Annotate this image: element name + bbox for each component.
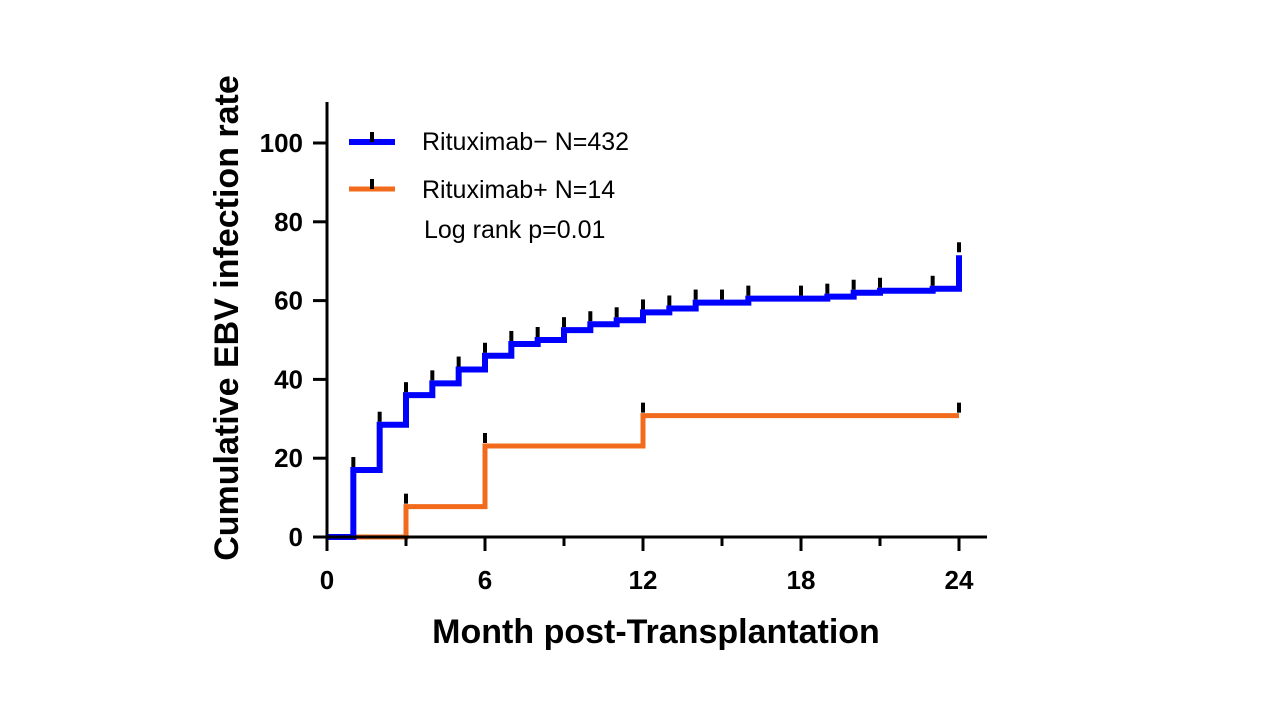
logrank-annotation: Log rank p=0.01 [424,216,605,244]
x-tick-label: 24 [945,565,974,595]
y-tick-label: 100 [260,128,303,158]
axes-layer: 0 20 40 60 80 100 0 6 12 18 24 [260,102,987,595]
y-tick-label: 20 [274,443,303,473]
x-tick-label: 12 [629,565,658,595]
x-tick-label: 18 [787,565,816,595]
series-line-rituximab-neg [327,255,962,540]
legend-label-rituximab-pos: Rituximab+ N=14 [422,176,615,204]
series-line-rituximab-pos [327,413,959,540]
x-axis-title: Month post-Transplantation [432,613,880,651]
y-tick-label: 0 [289,522,303,552]
series-layer [327,242,962,540]
x-tick-label: 0 [320,565,334,595]
x-tick-label: 6 [478,565,492,595]
y-axis-title: Cumulative EBV infection rate [208,75,246,561]
y-tick-label: 80 [274,207,303,237]
legend: Rituximab− N=432 Rituximab+ N=14 Log ran… [349,128,629,244]
legend-label-rituximab-neg: Rituximab− N=432 [422,128,629,156]
y-tick-label: 60 [274,286,303,316]
y-tick-label: 40 [274,364,303,394]
